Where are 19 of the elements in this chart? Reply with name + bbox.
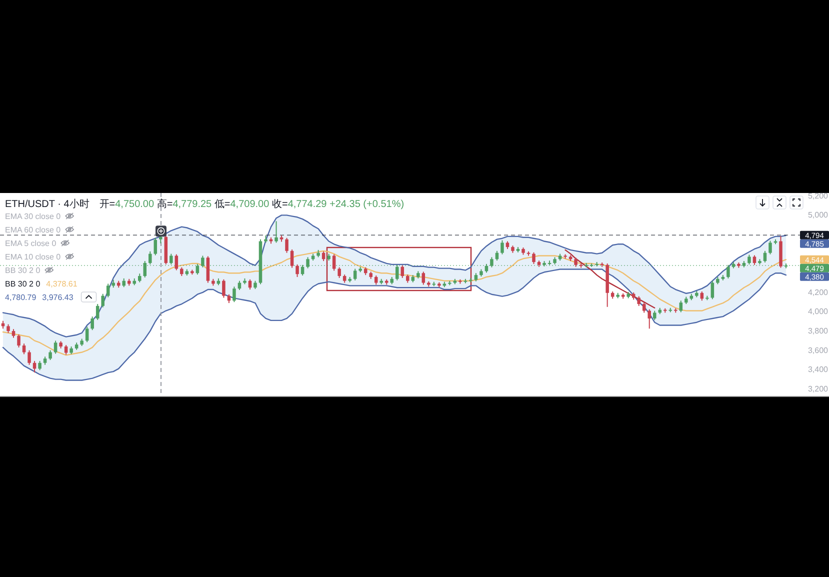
indicator-label: EMA 5 close 0: [5, 239, 56, 248]
y-tick-label: 3,600: [808, 346, 828, 355]
indicator-label: BB 30 2 0: [5, 266, 40, 275]
y-tick-label: 3,400: [808, 365, 828, 374]
subtitle: 开=4,750.00 高=4,779.25 低=4,709.00 收=4,774.29 +24.35 (+0.51%): [99, 199, 404, 210]
indicator-value: 4,378.61: [46, 280, 78, 288]
indicator-label: EMA 10 close 0: [5, 252, 61, 262]
title: ETH/USDT · 4小时: [5, 199, 90, 210]
y-tick-label: 4,200: [808, 288, 828, 297]
y-tick-label: 3,200: [808, 384, 828, 394]
y-tick-label: 3,800: [808, 326, 828, 336]
y-tick-label: 5,000: [808, 210, 828, 220]
indicator-label: EMA 30 close 0: [5, 212, 61, 221]
indicator-value: 3,976.43: [42, 293, 74, 302]
indicator-label: BB 30 2 0: [5, 280, 40, 288]
y-tick-label: 4,000: [808, 307, 828, 316]
indicator-label: EMA 60 close 0: [5, 226, 61, 234]
y-tick-label: 5,200: [808, 191, 828, 200]
indicator-value: 4,780.79: [5, 293, 36, 302]
